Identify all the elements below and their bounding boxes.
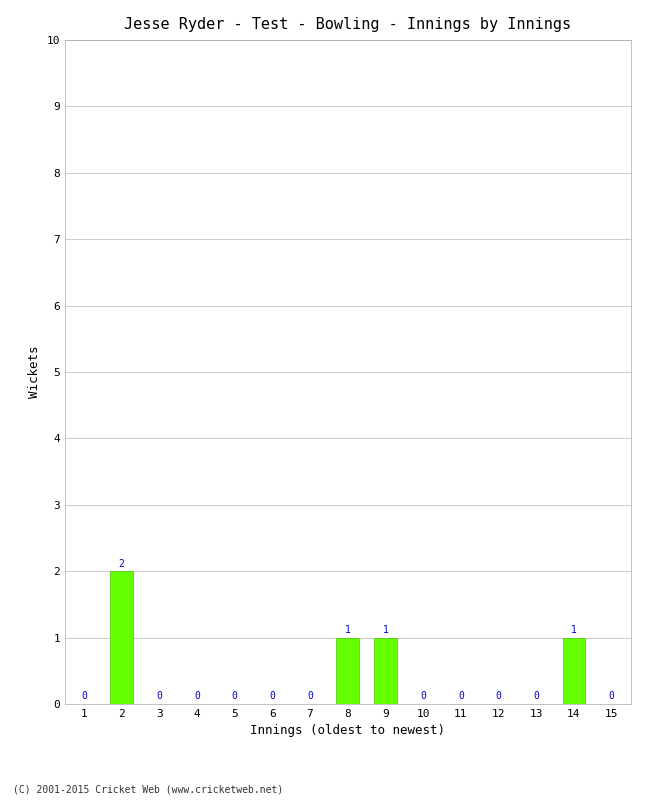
Text: 0: 0 bbox=[231, 691, 238, 702]
Text: 0: 0 bbox=[420, 691, 426, 702]
Text: 0: 0 bbox=[458, 691, 464, 702]
Text: 2: 2 bbox=[118, 558, 125, 569]
Text: 0: 0 bbox=[533, 691, 540, 702]
Text: 1: 1 bbox=[571, 625, 577, 635]
Text: 1: 1 bbox=[344, 625, 351, 635]
Text: 0: 0 bbox=[495, 691, 502, 702]
Text: 0: 0 bbox=[608, 691, 615, 702]
Bar bbox=[111, 571, 133, 704]
Text: 1: 1 bbox=[382, 625, 389, 635]
Text: (C) 2001-2015 Cricket Web (www.cricketweb.net): (C) 2001-2015 Cricket Web (www.cricketwe… bbox=[13, 784, 283, 794]
Y-axis label: Wickets: Wickets bbox=[28, 346, 41, 398]
Bar bbox=[374, 638, 396, 704]
Text: 0: 0 bbox=[81, 691, 87, 702]
Title: Jesse Ryder - Test - Bowling - Innings by Innings: Jesse Ryder - Test - Bowling - Innings b… bbox=[124, 17, 571, 32]
Text: 0: 0 bbox=[156, 691, 162, 702]
Text: 0: 0 bbox=[194, 691, 200, 702]
Bar bbox=[563, 638, 585, 704]
Text: 0: 0 bbox=[307, 691, 313, 702]
Bar bbox=[337, 638, 359, 704]
X-axis label: Innings (oldest to newest): Innings (oldest to newest) bbox=[250, 725, 445, 738]
Text: 0: 0 bbox=[269, 691, 276, 702]
